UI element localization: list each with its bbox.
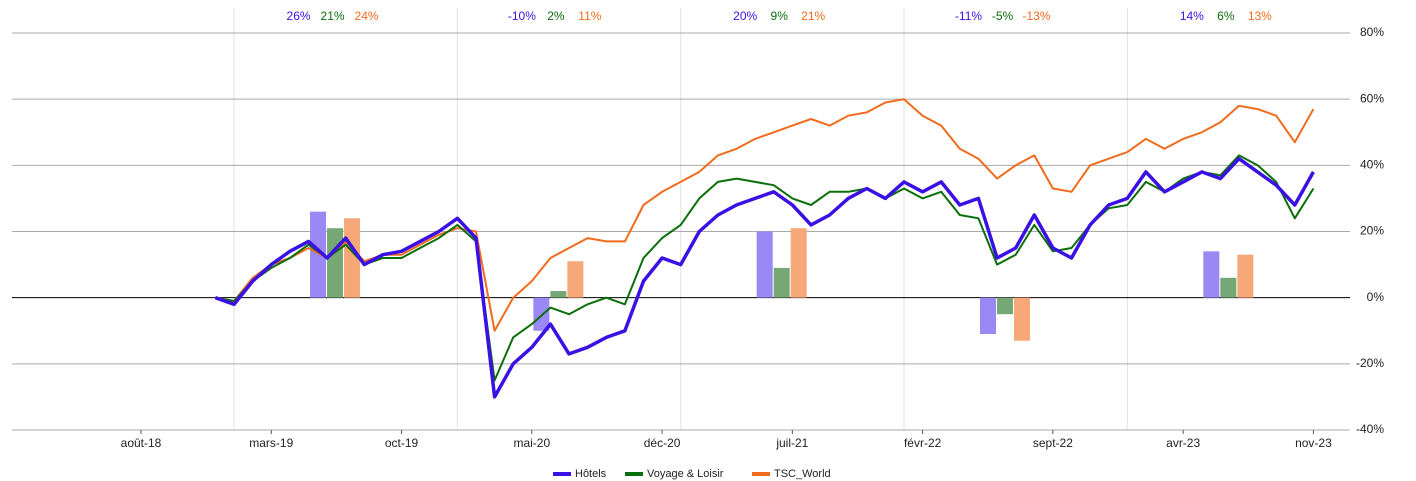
x-tick-label: déc-20: [644, 436, 681, 450]
y-tick-label: 20%: [1360, 224, 1384, 238]
x-tick-label: févr-22: [904, 436, 942, 450]
y-tick-label: 60%: [1360, 91, 1384, 105]
annual-bar: [344, 218, 361, 298]
annual-bar: [1203, 251, 1220, 298]
annual-bar: [550, 291, 567, 298]
legend-label: Voyage & Loisir: [647, 468, 724, 480]
annual-bar: [327, 228, 344, 298]
annual-label: -11%: [955, 9, 982, 23]
series-line: [214, 156, 1315, 399]
annual-bar: [1014, 297, 1031, 341]
annual-label: -13%: [1023, 9, 1051, 23]
legend-label: Hôtels: [575, 468, 607, 480]
annual-bar: [980, 297, 997, 335]
annual-label: -5%: [992, 9, 1014, 23]
annual-bar: [567, 261, 584, 298]
annual-label: 26%: [287, 9, 311, 23]
annual-label: 6%: [1217, 9, 1235, 23]
annual-label: 24%: [355, 9, 379, 23]
legend-label: TSC_World: [774, 468, 831, 480]
annual-bar: [790, 228, 807, 298]
y-tick-label: 40%: [1360, 158, 1384, 172]
annual-label: 20%: [733, 9, 757, 23]
x-tick-label: juil-21: [775, 436, 808, 450]
x-tick-label: avr-23: [1166, 436, 1200, 450]
annual-label: 21%: [321, 9, 345, 23]
annual-label: 9%: [771, 9, 789, 23]
annual-bar: [1220, 277, 1237, 298]
annual-label: 2%: [547, 9, 565, 23]
series-line: [215, 98, 1315, 332]
x-tick-label: août-18: [121, 436, 162, 450]
y-tick-label: 80%: [1360, 25, 1384, 39]
annual-label: 14%: [1180, 9, 1204, 23]
x-tick-label: oct-19: [385, 436, 419, 450]
x-tick-label: mai-20: [513, 436, 550, 450]
annual-bar: [756, 231, 773, 298]
annual-label: 21%: [801, 9, 825, 23]
x-tick-label: sept-22: [1033, 436, 1073, 450]
y-tick-label: 0%: [1367, 290, 1385, 304]
y-tick-label: -40%: [1356, 422, 1384, 436]
annual-bar: [1237, 254, 1254, 298]
x-tick-label: nov-23: [1295, 436, 1332, 450]
annual-bar: [533, 297, 550, 331]
annual-bar: [310, 211, 327, 298]
annual-label: -10%: [508, 9, 536, 23]
annual-label: 13%: [1248, 9, 1272, 23]
annual-bar: [997, 297, 1014, 315]
x-tick-label: mars-19: [249, 436, 293, 450]
annual-label: 11%: [578, 9, 601, 23]
series-line: [215, 154, 1315, 382]
annual-bar: [773, 267, 790, 298]
y-tick-label: -20%: [1356, 356, 1384, 370]
